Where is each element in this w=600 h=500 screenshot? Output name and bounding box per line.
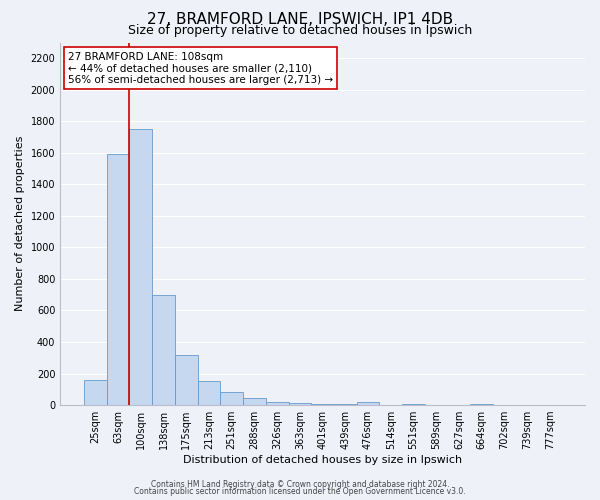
Bar: [197, 380, 220, 405]
Text: Contains HM Land Registry data © Crown copyright and database right 2024.: Contains HM Land Registry data © Crown c…: [151, 480, 449, 489]
Y-axis label: Number of detached properties: Number of detached properties: [15, 136, 25, 312]
Bar: [243, 398, 266, 405]
Bar: [107, 154, 130, 405]
Bar: [470, 404, 493, 405]
Bar: [334, 404, 356, 405]
Bar: [266, 402, 289, 405]
Bar: [130, 129, 152, 405]
Bar: [175, 356, 197, 405]
Bar: [356, 402, 379, 405]
Bar: [311, 404, 334, 405]
Bar: [152, 294, 175, 405]
X-axis label: Distribution of detached houses by size in Ipswich: Distribution of detached houses by size …: [183, 455, 462, 465]
Bar: [220, 392, 243, 405]
Text: 27 BRAMFORD LANE: 108sqm
← 44% of detached houses are smaller (2,110)
56% of sem: 27 BRAMFORD LANE: 108sqm ← 44% of detach…: [68, 52, 333, 85]
Text: Contains public sector information licensed under the Open Government Licence v3: Contains public sector information licen…: [134, 487, 466, 496]
Text: Size of property relative to detached houses in Ipswich: Size of property relative to detached ho…: [128, 24, 472, 37]
Bar: [289, 402, 311, 405]
Bar: [84, 380, 107, 405]
Text: 27, BRAMFORD LANE, IPSWICH, IP1 4DB: 27, BRAMFORD LANE, IPSWICH, IP1 4DB: [147, 12, 453, 28]
Bar: [402, 404, 425, 405]
